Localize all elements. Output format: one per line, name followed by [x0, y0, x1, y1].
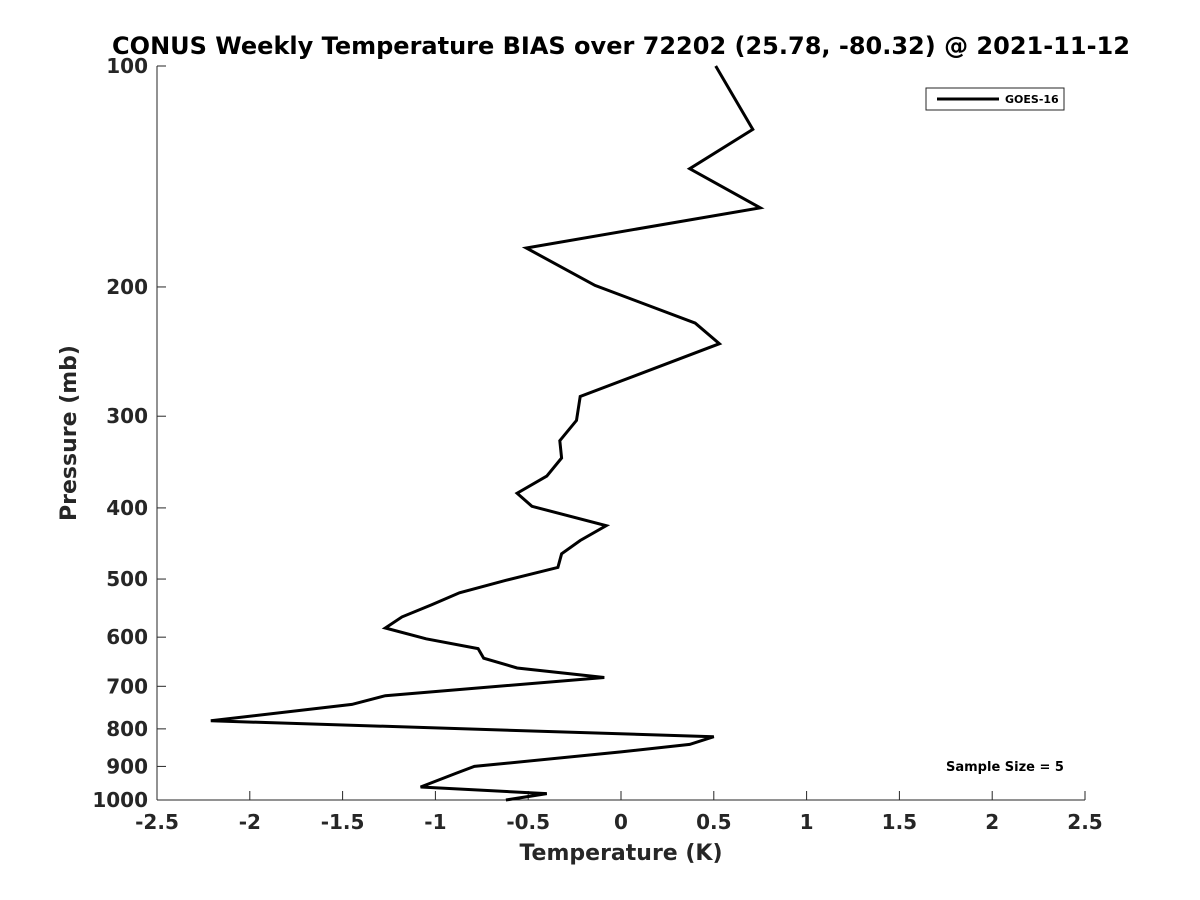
x-tick-label: -2.5 — [135, 810, 179, 834]
y-tick-label: 600 — [106, 625, 148, 649]
y-tick-label: 900 — [106, 754, 148, 778]
x-axis-label: Temperature (K) — [519, 841, 722, 866]
x-tick-label: -2 — [239, 810, 261, 834]
x-axis-ticks: -2.5 -2 -1.5 -1 -0.5 0 0.5 1 1.5 2 2.5 — [135, 791, 1103, 834]
x-tick-label: 1.5 — [882, 810, 917, 834]
x-tick-label: -1 — [424, 810, 446, 834]
y-tick-label: 200 — [106, 275, 148, 299]
x-tick-label: 0 — [614, 810, 628, 834]
chart-title: CONUS Weekly Temperature BIAS over 72202… — [112, 32, 1130, 60]
y-tick-label: 100 — [106, 54, 148, 78]
y-tick-label: 300 — [106, 404, 148, 428]
y-tick-label: 1000 — [92, 788, 148, 812]
series-line-goes-16 — [210, 65, 765, 802]
y-tick-label: 800 — [106, 717, 148, 741]
y-tick-label: 400 — [106, 496, 148, 520]
legend: GOES-16 — [925, 87, 1065, 111]
x-tick-label: 0.5 — [696, 810, 731, 834]
y-tick-label: 700 — [106, 674, 148, 698]
plot-axes — [156, 66, 1085, 801]
y-axis-ticks: 100 200 300 400 500 600 700 800 900 1000 — [92, 54, 166, 812]
x-tick-label: 2.5 — [1067, 810, 1102, 834]
sample-size-annotation: Sample Size = 5 — [946, 760, 1064, 775]
y-tick-label: 500 — [106, 567, 148, 591]
series-layer — [210, 65, 765, 802]
legend-label-goes-16: GOES-16 — [1005, 93, 1059, 106]
x-tick-label: 2 — [985, 810, 999, 834]
x-tick-label: 1 — [800, 810, 814, 834]
x-tick-label: -0.5 — [506, 810, 550, 834]
y-axis-label: Pressure (mb) — [57, 345, 82, 521]
x-tick-label: -1.5 — [321, 810, 365, 834]
